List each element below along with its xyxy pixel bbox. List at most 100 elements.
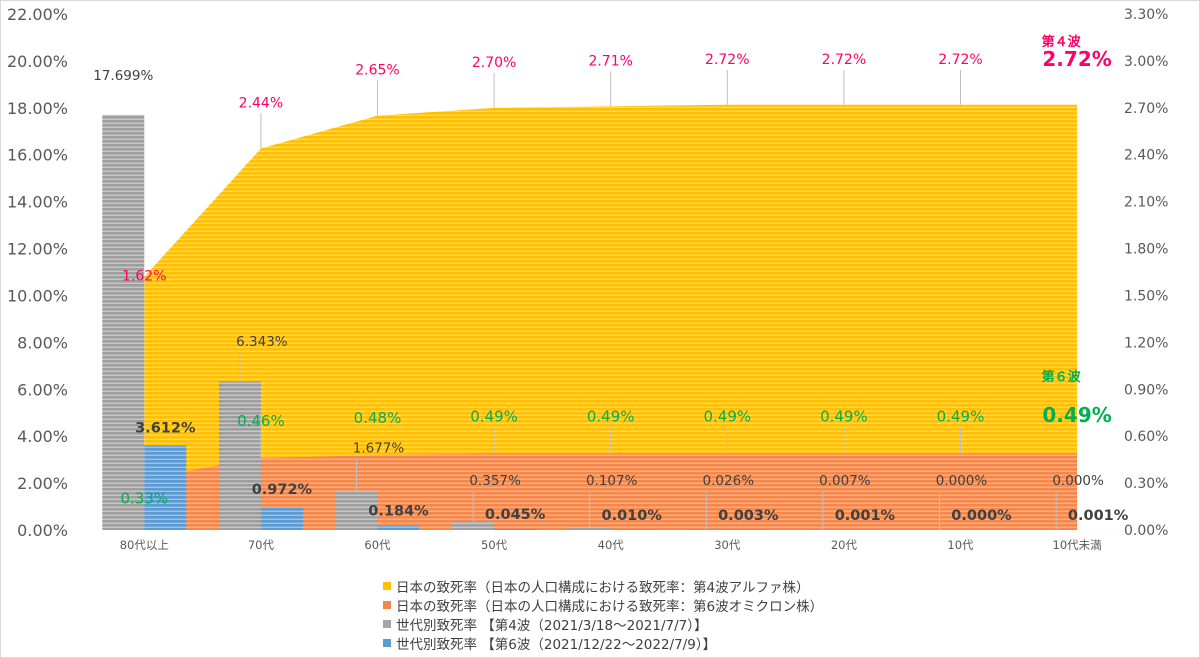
bar-wave4 bbox=[568, 527, 611, 530]
wave4-area-label: 2.71% bbox=[588, 53, 632, 69]
wave6-area-label: 0.49% bbox=[470, 407, 518, 425]
legend-swatch-icon bbox=[383, 619, 391, 628]
category-label: 20代 bbox=[831, 538, 858, 552]
bar-series bbox=[102, 114, 1120, 531]
category-axis: 80代以上 70代 60代 50代 40代 30代 20代 10代 10代未満 bbox=[120, 538, 1102, 552]
legend-swatch-icon bbox=[383, 581, 391, 590]
bar-wave6 bbox=[144, 445, 187, 530]
wave4-area-label: 2.44% bbox=[239, 95, 283, 111]
right-axis-tick-label: 1.20% bbox=[1124, 335, 1168, 351]
annotation-wave6-title: 第６波 bbox=[1042, 369, 1082, 385]
wave6-area-label: 0.49% bbox=[703, 407, 751, 425]
category-label: 60代 bbox=[364, 538, 391, 552]
bar-wave4 bbox=[218, 381, 261, 530]
legend-swatch-icon bbox=[383, 600, 391, 609]
wave6-area-label: 0.49% bbox=[587, 407, 635, 425]
wave4-bar-label: 0.107% bbox=[586, 473, 638, 489]
wave6-bar-label: 0.001% bbox=[1068, 508, 1129, 524]
wave4-bar-label: 0.000% bbox=[936, 473, 988, 489]
right-axis-tick-label: 1.50% bbox=[1124, 288, 1168, 304]
left-axis-tick-label: 6.00% bbox=[17, 380, 68, 399]
category-label: 10代 bbox=[947, 538, 974, 552]
combo-chart: 0.00% 2.00% 4.00% 6.00% 8.00% 10.00% 12.00% 14.… bbox=[7, 5, 1169, 552]
wave6-bar-label: 0.003% bbox=[718, 508, 779, 524]
right-axis-tick-label: 0.60% bbox=[1124, 429, 1168, 445]
left-axis-tick-label: 4.00% bbox=[17, 427, 68, 446]
wave6-area-label: 0.48% bbox=[354, 409, 402, 427]
wave4-bar-label: 0.000% bbox=[1052, 473, 1104, 489]
left-axis-tick-label: 22.00% bbox=[7, 5, 68, 24]
wave6-area-label: 0.49% bbox=[820, 407, 868, 425]
wave6-bar-label: 0.010% bbox=[601, 508, 662, 524]
annotation-wave6-value: 0.49% bbox=[1042, 403, 1111, 427]
left-axis: 0.00% 2.00% 4.00% 6.00% 8.00% 10.00% 12.00% 14.… bbox=[7, 5, 68, 540]
legend-item: 世代別致死率 【第6波（2021/12/22～2022/7/9）】 bbox=[383, 633, 823, 653]
left-axis-tick-label: 12.00% bbox=[7, 240, 68, 259]
left-axis-tick-label: 20.00% bbox=[7, 52, 68, 71]
legend-item: 世代別致死率 【第4波（2021/3/18～2021/7/7）】 bbox=[383, 614, 823, 634]
wave4-area-label: 2.72% bbox=[938, 52, 982, 68]
annotation-wave4-title: 第４波 bbox=[1042, 34, 1082, 50]
wave6-bar-label: 0.045% bbox=[485, 507, 546, 523]
right-axis: 0.00% 0.30% 0.60% 0.90% 1.20% 1.50% 1.80% 2.10%… bbox=[1124, 7, 1168, 539]
wave4-bar-label: 0.357% bbox=[469, 473, 521, 489]
area-wave4 bbox=[144, 104, 1078, 530]
right-axis-tick-label: 2.10% bbox=[1124, 195, 1168, 211]
category-label: 30代 bbox=[714, 538, 741, 552]
wave6-bar-label: 3.612% bbox=[135, 420, 196, 436]
legend: 日本の致死率（日本の人口構成における致死率：第4波アルファ株） 日本の致死率（日… bbox=[383, 576, 824, 653]
right-axis-tick-label: 3.00% bbox=[1124, 54, 1168, 70]
legend-label: 世代別致死率 【第6波（2021/12/22～2022/7/9）】 bbox=[396, 636, 717, 653]
wave6-bar-label: 0.001% bbox=[835, 508, 896, 524]
bar-wave4 bbox=[685, 529, 728, 530]
wave4-area-label: 2.70% bbox=[472, 55, 516, 71]
left-axis-tick-label: 14.00% bbox=[7, 193, 68, 212]
right-axis-tick-label: 0.30% bbox=[1124, 476, 1168, 492]
wave4-bar-label: 17.699% bbox=[93, 68, 153, 84]
right-axis-tick-label: 1.80% bbox=[1124, 242, 1168, 258]
leader-lines bbox=[239, 70, 1057, 530]
legend-item: 日本の致死率（日本の人口構成における致死率：第4波アルファ株） bbox=[383, 576, 823, 596]
left-axis-tick-label: 2.00% bbox=[17, 474, 68, 493]
legend-label: 日本の致死率（日本の人口構成における致死率：第6波オミクロン株） bbox=[396, 598, 824, 615]
bar-wave4 bbox=[335, 490, 378, 530]
bar-wave6 bbox=[494, 528, 537, 530]
data-labels: 1.62% 2.44% 2.65% 2.70% 2.71% 2.72% 2.72% 2.72%… bbox=[93, 52, 1129, 524]
category-label: 10代未満 bbox=[1053, 538, 1102, 552]
legend-label: 日本の致死率（日本の人口構成における致死率：第4波アルファ株） bbox=[396, 579, 810, 596]
bar-wave4 bbox=[452, 521, 495, 530]
wave6-bar-label: 0.000% bbox=[951, 508, 1012, 524]
wave4-area-label: 2.65% bbox=[355, 63, 399, 79]
wave6-area-label: 0.33% bbox=[120, 489, 168, 507]
bar-wave6 bbox=[260, 507, 303, 530]
wave6-bar-label: 0.972% bbox=[252, 482, 313, 498]
wave6-area-label: 0.46% bbox=[237, 412, 285, 430]
legend-swatch-icon bbox=[383, 638, 391, 647]
wave4-area-label: 2.72% bbox=[705, 52, 749, 68]
category-label: 40代 bbox=[598, 538, 625, 552]
left-axis-tick-label: 8.00% bbox=[17, 333, 68, 352]
right-axis-tick-label: 2.70% bbox=[1124, 101, 1168, 117]
wave4-area-label: 1.62% bbox=[122, 269, 166, 285]
legend-item: 日本の致死率（日本の人口構成における致死率：第6波オミクロン株） bbox=[383, 595, 824, 615]
right-axis-tick-label: 3.30% bbox=[1124, 7, 1168, 23]
left-axis-tick-label: 16.00% bbox=[7, 146, 68, 165]
left-axis-tick-label: 0.00% bbox=[17, 521, 68, 540]
right-axis-tick-label: 2.40% bbox=[1124, 148, 1168, 164]
wave6-area-label: 0.49% bbox=[937, 407, 985, 425]
right-axis-tick-label: 0.00% bbox=[1124, 523, 1168, 539]
bar-wave4 bbox=[102, 114, 145, 531]
category-label: 80代以上 bbox=[120, 538, 169, 552]
left-axis-tick-label: 18.00% bbox=[7, 99, 68, 118]
wave6-bar-label: 0.184% bbox=[368, 504, 429, 520]
wave4-area-label: 2.72% bbox=[822, 52, 866, 68]
area-series bbox=[144, 104, 1078, 530]
annotation-wave4-value: 2.72% bbox=[1042, 47, 1111, 71]
wave4-bar-label: 6.343% bbox=[236, 334, 288, 350]
wave4-bar-label: 0.026% bbox=[703, 473, 755, 489]
category-label: 50代 bbox=[481, 538, 508, 552]
wave4-bar-label: 1.677% bbox=[353, 441, 405, 457]
left-axis-tick-label: 10.00% bbox=[7, 286, 68, 305]
bar-wave6 bbox=[377, 525, 420, 530]
